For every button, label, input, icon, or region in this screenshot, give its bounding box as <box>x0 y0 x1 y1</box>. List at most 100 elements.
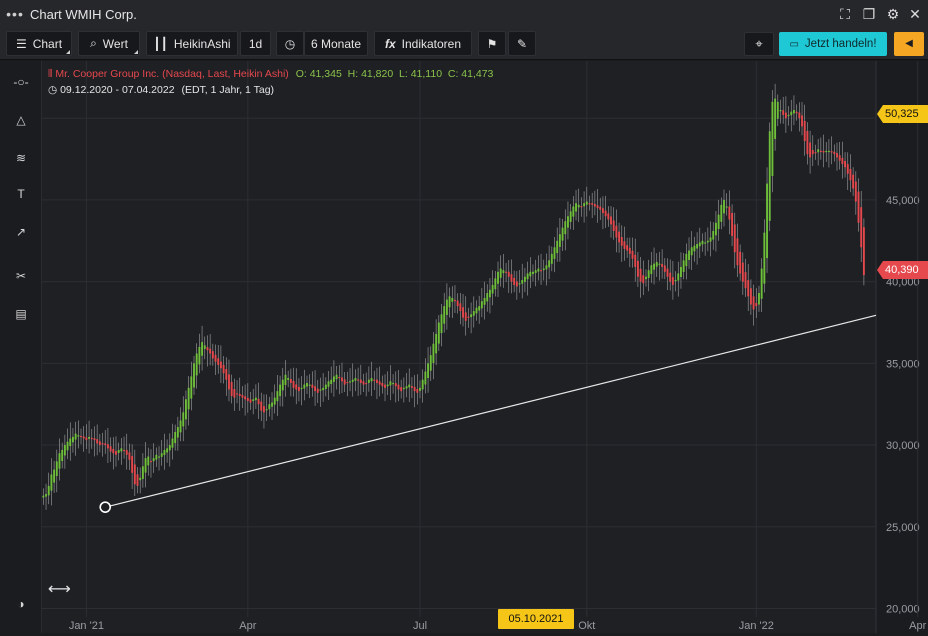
candle-body <box>47 485 50 496</box>
candle-body <box>300 387 303 390</box>
candle-body <box>645 276 647 280</box>
candle-body <box>561 227 564 241</box>
window-menu-icon[interactable]: ••• <box>6 6 24 22</box>
candle-body <box>653 263 655 270</box>
candle-body <box>211 351 214 359</box>
triangle-tool-icon[interactable]: △ <box>16 113 26 127</box>
candle-body <box>214 354 217 362</box>
expand-icon[interactable]: ⛶ <box>840 6 850 22</box>
gear-icon[interactable]: ⚙ <box>886 6 900 22</box>
candle-body <box>585 201 588 205</box>
candle-body <box>66 441 69 451</box>
candle-body <box>766 183 768 259</box>
candle-body <box>854 181 857 202</box>
candle-body <box>704 242 707 244</box>
candle-body <box>529 271 532 277</box>
candlestick-icon: ┃┃ <box>153 36 168 51</box>
candle-body <box>82 436 85 439</box>
value-label: Wert <box>102 36 128 51</box>
price-chart[interactable]: 50,00045,00040,00035,00030,00025,00020,0… <box>42 61 928 633</box>
price-axis <box>876 61 928 633</box>
candle-body <box>61 449 64 461</box>
candle-body <box>182 412 185 427</box>
candle-body <box>343 379 346 385</box>
candle-body <box>349 381 351 383</box>
candle-body <box>416 389 419 393</box>
candle-body <box>90 437 93 440</box>
panel-toggle-button[interactable]: ◀ <box>894 32 924 56</box>
arrow-tool-icon[interactable]: ↗ <box>15 225 27 239</box>
tools-icon[interactable]: ✂ <box>15 269 27 283</box>
trade-now-button[interactable]: ▭ Jetzt handeln! <box>779 32 887 56</box>
candle-body <box>381 382 384 387</box>
candle-body <box>774 98 777 139</box>
candle-body <box>193 363 195 388</box>
candle-body <box>784 112 787 119</box>
candle-body <box>553 247 556 259</box>
candle-body <box>706 240 709 243</box>
candle-body <box>505 271 508 273</box>
candle-body <box>160 453 163 457</box>
x-tick-label: Apr <box>239 620 256 632</box>
candle-body <box>120 448 123 452</box>
candle-body <box>238 393 241 397</box>
period-clock-button[interactable]: ◷ <box>276 31 304 56</box>
candle-body <box>206 347 209 351</box>
candle-body <box>701 240 704 245</box>
candle-body <box>747 280 750 297</box>
candle-body <box>332 376 335 382</box>
candle-body <box>432 343 435 363</box>
candle-body <box>768 131 771 221</box>
candle-body <box>744 272 747 289</box>
candle-body <box>669 272 672 282</box>
candle-body <box>131 456 134 473</box>
candle-body <box>464 312 467 321</box>
interval-button[interactable]: 1d <box>240 31 271 56</box>
candle-body <box>249 399 252 403</box>
bookmark-button[interactable]: ⚑ <box>478 31 506 56</box>
search-icon: ⌕ <box>90 36 97 50</box>
candle-body <box>862 227 865 276</box>
restore-icon[interactable]: ❐ <box>862 6 876 22</box>
candle-body <box>577 204 580 208</box>
indicators-button[interactable]: fx Indikatoren <box>374 31 472 56</box>
crosshair-button[interactable]: ⌖ <box>744 32 774 56</box>
candle-body <box>454 299 456 302</box>
trendline <box>105 314 877 508</box>
window-title: Chart WMIH Corp. <box>30 6 137 22</box>
candle-body <box>612 220 615 231</box>
candle-body <box>841 157 844 164</box>
legend-date-range: 09.12.2020 - 07.04.2022 <box>60 84 175 96</box>
candle-body <box>273 397 276 405</box>
candle-body <box>98 441 101 446</box>
candle-body <box>709 237 712 242</box>
template-icon[interactable]: ▤ <box>15 307 27 321</box>
candle-body <box>852 174 855 189</box>
candle-body <box>685 253 688 267</box>
chart-area[interactable]: 50,00045,00040,00035,00030,00025,00020,0… <box>42 61 928 633</box>
legend-range-detail: (EDT, 1 Jahr, 1 Tag) <box>181 84 275 96</box>
line-tool-icon[interactable]: -○- <box>13 75 29 89</box>
fibonacci-tool-icon[interactable]: ≋ <box>15 151 27 165</box>
close-icon[interactable]: ✕ <box>909 6 921 22</box>
candle-body <box>790 111 793 116</box>
value-button[interactable]: ⌕ Wert <box>78 31 140 56</box>
period-button[interactable]: 6 Monate <box>304 31 368 56</box>
menu-icon: ☰ <box>15 36 27 51</box>
candle-body <box>836 152 838 158</box>
candle-body <box>284 374 287 386</box>
heikin-ashi-button[interactable]: ┃┃ HeikinAshi <box>146 31 238 56</box>
candle-body <box>690 247 693 256</box>
trendline-anchor-handle <box>99 501 112 513</box>
candle-body <box>203 345 206 349</box>
chart-type-button[interactable]: ☰ Chart <box>6 31 72 56</box>
candle-body <box>661 263 664 267</box>
candle-body <box>604 210 607 217</box>
draw-button[interactable]: ✎ <box>508 31 536 56</box>
candle-body <box>241 394 244 398</box>
text-tool-icon[interactable]: T <box>17 187 25 201</box>
candle-body <box>677 273 680 281</box>
contrast-icon[interactable]: ◑ <box>17 597 25 611</box>
candlestick-small-icon: ⫴ <box>48 68 53 80</box>
candle-body <box>736 238 739 266</box>
